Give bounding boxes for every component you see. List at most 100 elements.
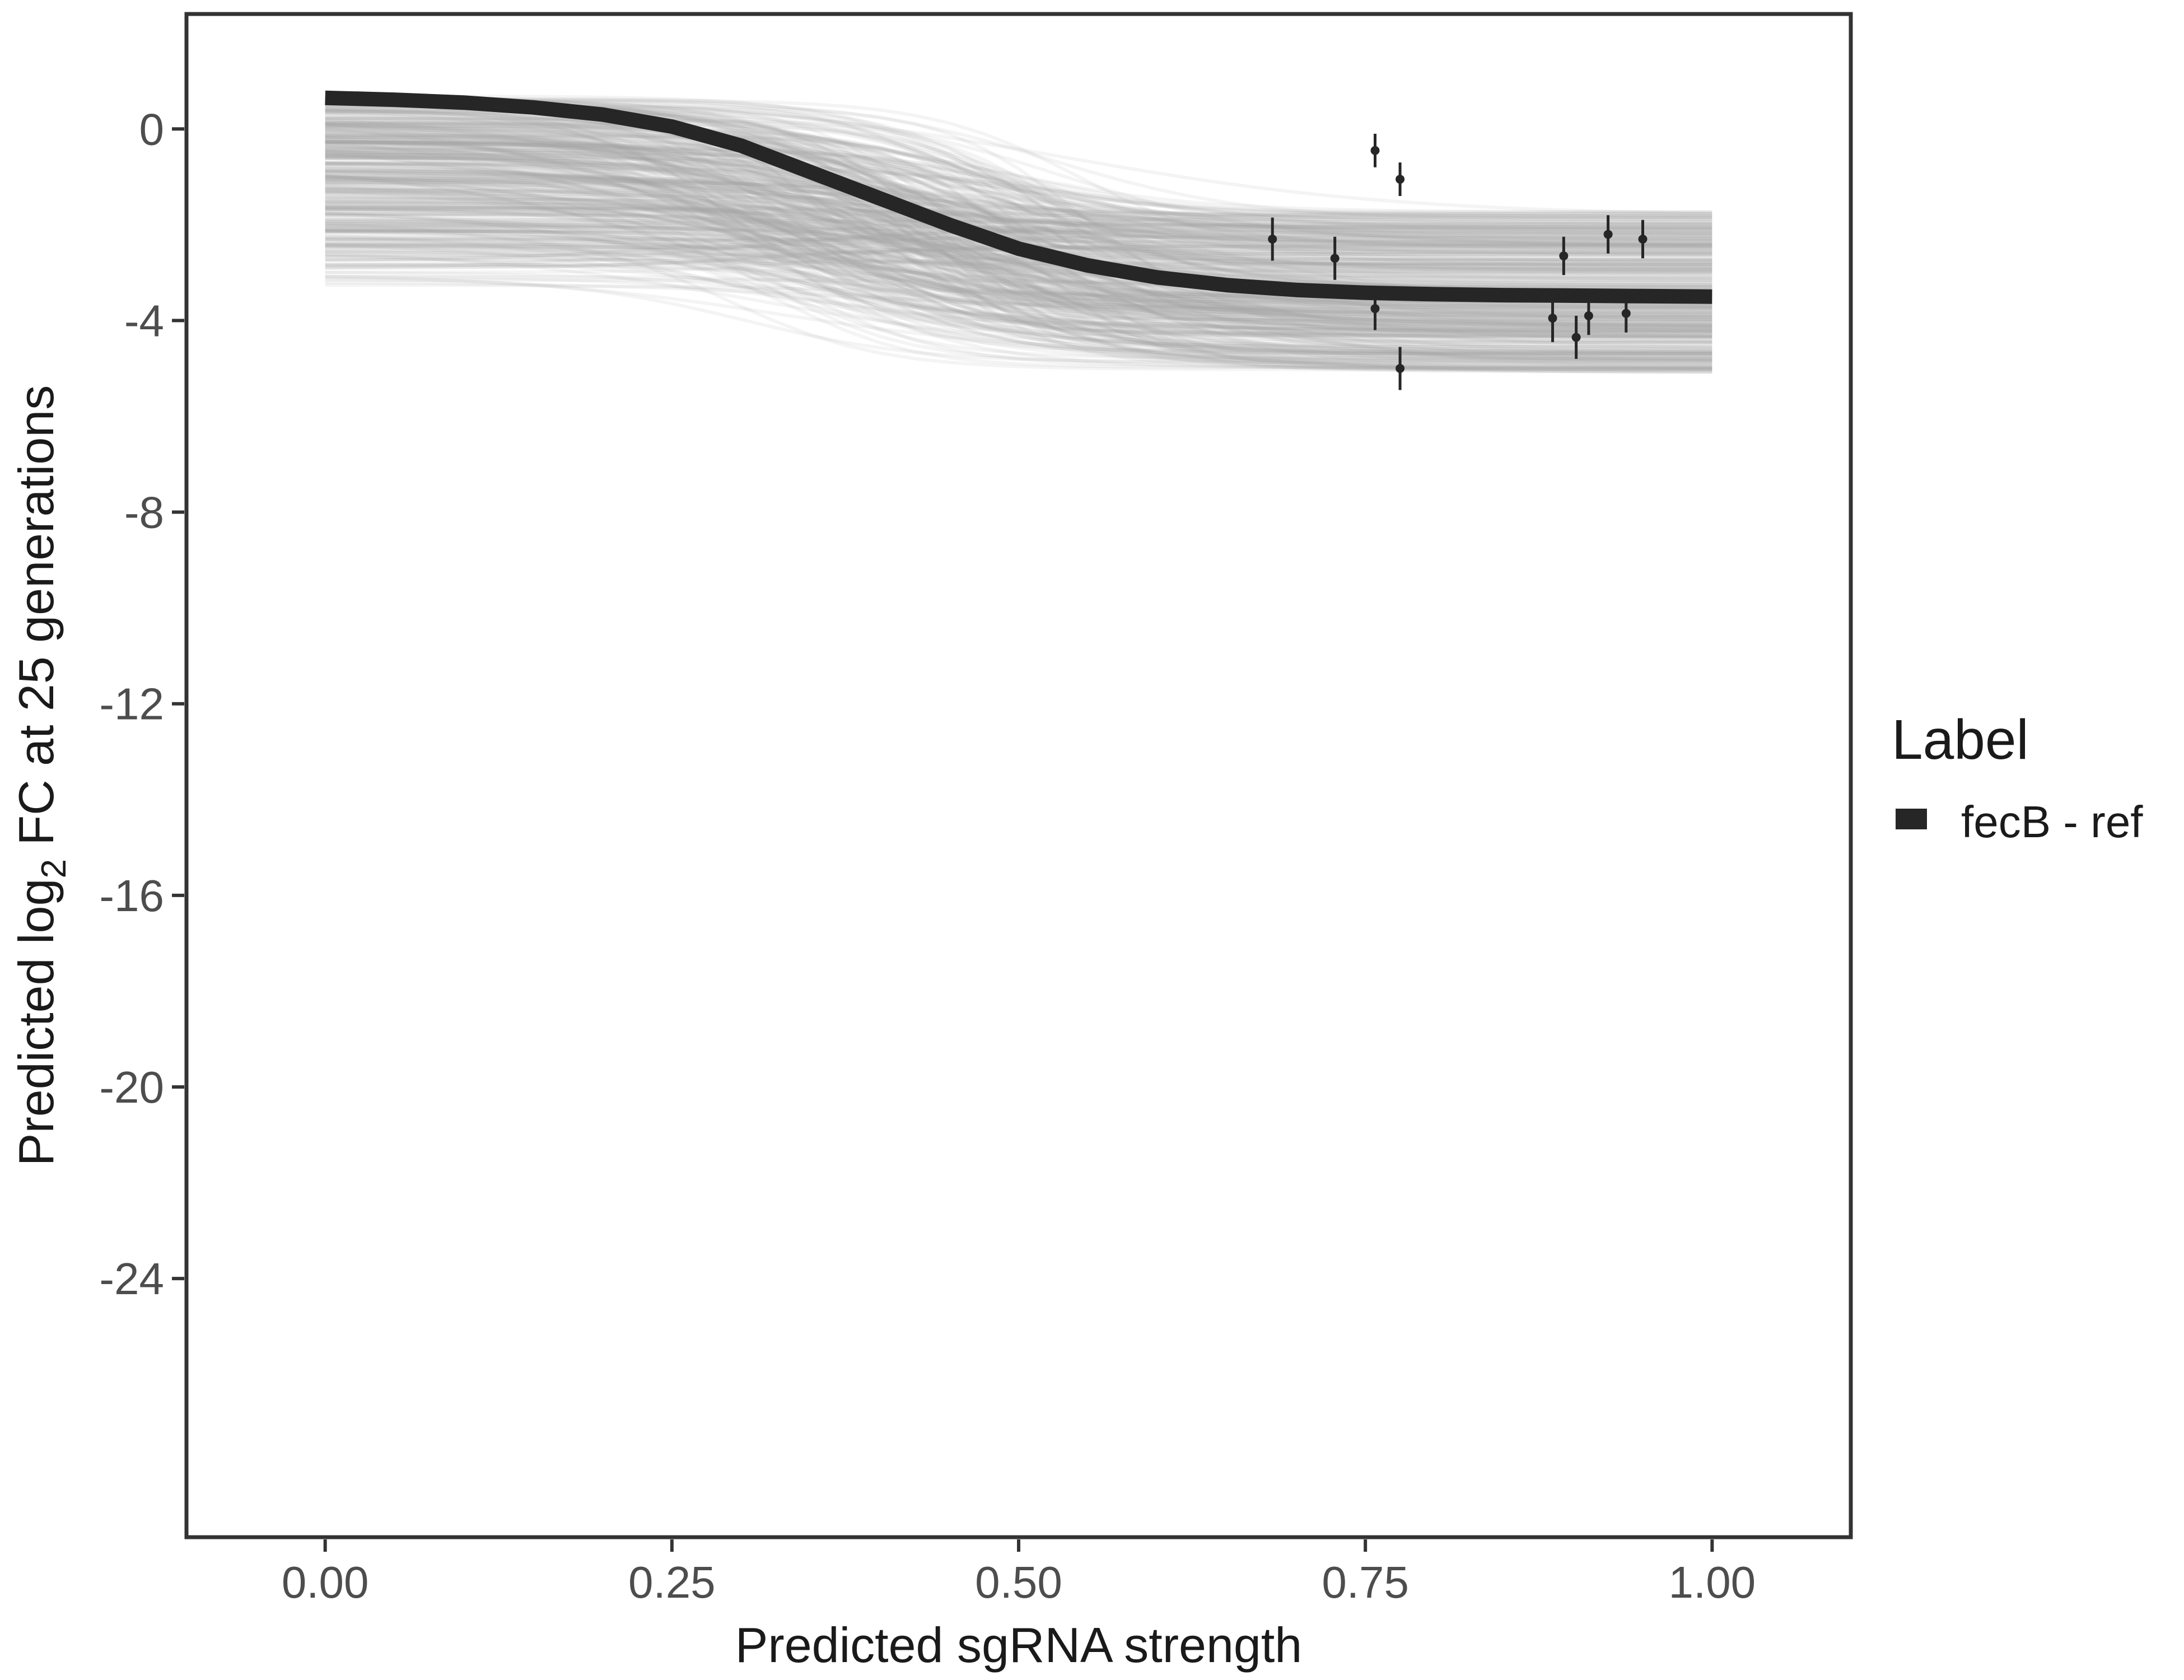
posterior-draw-line (325, 109, 1712, 255)
posterior-draw-line (325, 212, 1712, 279)
posterior-draw-line (325, 137, 1712, 321)
posterior-draw-line (325, 170, 1712, 220)
posterior-draw-line (325, 226, 1712, 370)
posterior-draw-line (325, 203, 1712, 360)
posterior-draw-line (325, 141, 1712, 229)
posterior-draw-line (325, 156, 1712, 274)
y-tick-label: 0 (139, 104, 165, 154)
legend-title: Label (1892, 708, 2029, 771)
posterior-draw-line (325, 222, 1712, 270)
posterior-draw-line (325, 154, 1712, 315)
data-point (1268, 235, 1277, 244)
posterior-draw-line (325, 253, 1712, 356)
posterior-draw-line (325, 108, 1712, 242)
posterior-draw-line (325, 121, 1712, 239)
posterior-draw-line (325, 227, 1712, 332)
posterior-draw-line (325, 218, 1712, 371)
posterior-draw-line (325, 213, 1712, 328)
posterior-draw-line (325, 131, 1712, 358)
data-point (1370, 146, 1380, 155)
posterior-draw-line (325, 133, 1712, 242)
posterior-draw-line (325, 185, 1712, 357)
posterior-draw-line (325, 153, 1712, 218)
posterior-draw-line (325, 129, 1712, 372)
x-tick-label: 1.00 (1668, 1557, 1756, 1607)
posterior-draw-line (325, 162, 1712, 309)
plot-panel-border (184, 12, 1853, 1539)
posterior-draw-line (325, 139, 1712, 365)
posterior-draw-line (325, 250, 1712, 267)
y-tick-label: -24 (99, 1254, 164, 1304)
posterior-draw-line (325, 224, 1712, 351)
posterior-draw-line (325, 145, 1712, 241)
posterior-draw-line (325, 161, 1712, 361)
posterior-draw-line (325, 207, 1712, 329)
posterior-draw-line (325, 183, 1712, 344)
posterior-draw-line (325, 230, 1712, 326)
posterior-draw-line (325, 116, 1712, 355)
posterior-draw-line (325, 162, 1712, 283)
posterior-draw-line (325, 125, 1712, 245)
posterior-draw-line (325, 177, 1712, 253)
posterior-draw-line (325, 135, 1712, 338)
posterior-draw-line (325, 118, 1712, 284)
posterior-draw-line (325, 176, 1712, 269)
posterior-draw-line (325, 249, 1712, 272)
posterior-draw-line (325, 246, 1712, 328)
y-axis-title-suffix: FC at 25 generations (8, 385, 64, 859)
posterior-draw-line (325, 190, 1712, 338)
posterior-draw-line (325, 137, 1712, 237)
posterior-draw-line (325, 219, 1712, 305)
posterior-draw-line (325, 123, 1712, 353)
posterior-draw-line (325, 122, 1712, 308)
posterior-draw-line (325, 169, 1712, 336)
posterior-draw-line (325, 99, 1712, 355)
posterior-draw-line (325, 152, 1712, 332)
posterior-draw-line (325, 98, 1712, 255)
posterior-draw-line (325, 197, 1712, 356)
y-tick-label: -4 (124, 296, 164, 346)
posterior-draw-line (325, 180, 1712, 251)
posterior-draw-line (325, 160, 1712, 338)
posterior-draw-line (325, 217, 1712, 263)
posterior-draw-line (325, 254, 1712, 315)
posterior-draw-line (325, 206, 1712, 228)
posterior-draw-line (325, 174, 1712, 316)
posterior-draw-line (325, 236, 1712, 287)
y-tick-label: -8 (124, 488, 164, 538)
data-point (1584, 311, 1593, 320)
posterior-draw-line (325, 120, 1712, 318)
posterior-draw-line (325, 147, 1712, 311)
posterior-draw-line (325, 212, 1712, 250)
posterior-draw-line (325, 244, 1712, 276)
posterior-draw-line (325, 258, 1712, 322)
posterior-draw-line (325, 142, 1712, 226)
posterior-draw-line (325, 133, 1712, 214)
posterior-draw-line (325, 141, 1712, 224)
posterior-draw-line (325, 225, 1712, 282)
posterior-draw-line (325, 150, 1712, 363)
posterior-draw-line (325, 122, 1712, 330)
data-point (1330, 254, 1340, 263)
posterior-draw-line (325, 139, 1712, 335)
posterior-draw-line (325, 235, 1712, 241)
posterior-draw-line (325, 136, 1712, 224)
posterior-draw-line (325, 242, 1712, 287)
posterior-draw-line (325, 255, 1712, 353)
data-point (1603, 230, 1613, 239)
posterior-draw-line (325, 147, 1712, 215)
posterior-draw-line (325, 152, 1712, 324)
posterior-draw-line (325, 234, 1712, 274)
posterior-draw-line (325, 188, 1712, 235)
posterior-draw-line (325, 133, 1712, 327)
posterior-draw-line (325, 144, 1712, 355)
posterior-draw-line (325, 189, 1712, 248)
posterior-draw-line (325, 234, 1712, 352)
posterior-draw-line (325, 186, 1712, 234)
posterior-draw-line (325, 114, 1712, 310)
posterior-draw-line (325, 192, 1712, 274)
posterior-draw-line (325, 156, 1712, 262)
posterior-draw-line (325, 230, 1712, 368)
observed-points-layer (1268, 133, 1648, 390)
